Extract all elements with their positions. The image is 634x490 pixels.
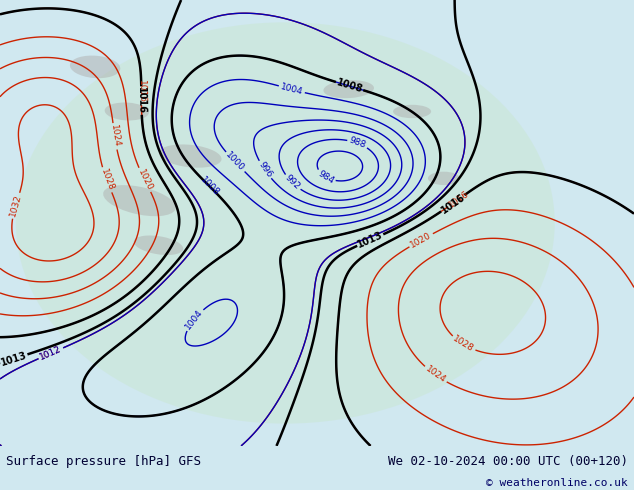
Ellipse shape — [103, 185, 176, 216]
Text: 984: 984 — [316, 169, 335, 185]
Text: 1016: 1016 — [447, 189, 471, 209]
Text: 1032: 1032 — [8, 194, 23, 218]
Text: 1016: 1016 — [439, 192, 467, 215]
Text: 1008: 1008 — [198, 175, 221, 198]
Text: Surface pressure [hPa] GFS: Surface pressure [hPa] GFS — [6, 455, 202, 468]
Text: 1020: 1020 — [409, 231, 433, 249]
Text: 1016: 1016 — [137, 80, 146, 103]
Text: 996: 996 — [256, 160, 273, 179]
Text: 1012: 1012 — [39, 344, 63, 362]
Text: 1020: 1020 — [136, 168, 154, 192]
Text: 1004: 1004 — [183, 308, 205, 331]
Ellipse shape — [393, 105, 431, 118]
Text: 1016: 1016 — [136, 87, 146, 114]
Ellipse shape — [105, 102, 149, 121]
Text: 1024: 1024 — [108, 124, 121, 148]
Text: 988: 988 — [348, 136, 367, 150]
Ellipse shape — [16, 22, 555, 423]
Text: 1024: 1024 — [424, 365, 447, 385]
Text: 1008: 1008 — [335, 77, 364, 95]
Text: © weatheronline.co.uk: © weatheronline.co.uk — [486, 478, 628, 489]
Text: 1013: 1013 — [0, 350, 29, 368]
Text: 1012: 1012 — [39, 344, 63, 362]
Ellipse shape — [428, 172, 460, 185]
Text: 992: 992 — [283, 173, 302, 192]
Ellipse shape — [70, 55, 120, 78]
Ellipse shape — [323, 80, 374, 98]
Text: 1004: 1004 — [280, 82, 304, 97]
Ellipse shape — [134, 236, 183, 255]
Text: 1028: 1028 — [451, 334, 476, 354]
Text: 1028: 1028 — [98, 168, 115, 192]
Text: 1000: 1000 — [224, 150, 247, 173]
Text: 1013: 1013 — [356, 230, 385, 250]
Text: We 02-10-2024 00:00 UTC (00+120): We 02-10-2024 00:00 UTC (00+120) — [387, 455, 628, 468]
Ellipse shape — [159, 145, 221, 168]
